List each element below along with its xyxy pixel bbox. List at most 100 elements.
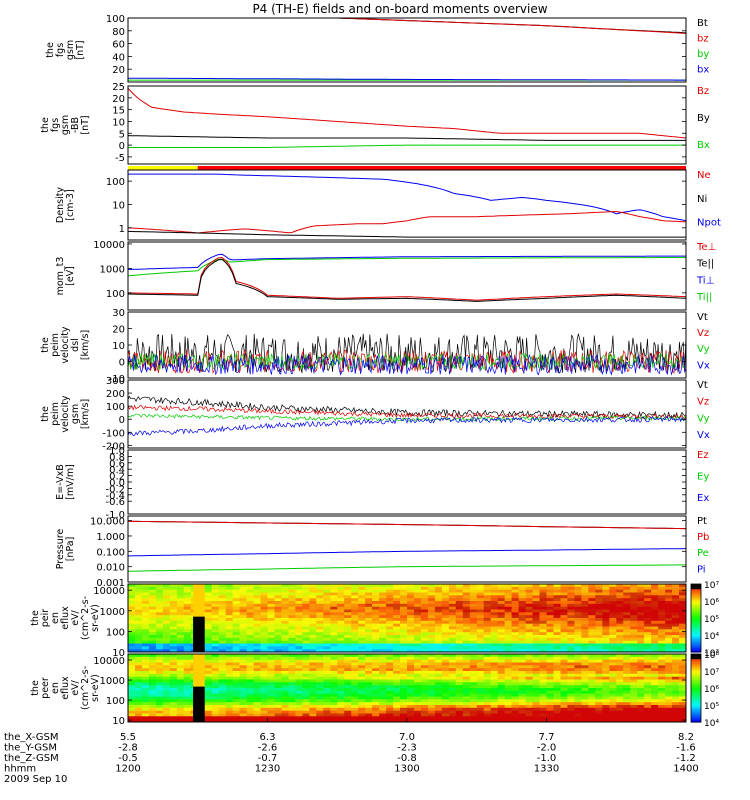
y-tick-label: 10.000 <box>90 517 125 528</box>
series-Vx <box>128 353 686 376</box>
y-tick-label: 80 <box>112 27 125 38</box>
x-axis-value: 6.3 <box>260 732 276 743</box>
series-Ne <box>128 210 686 234</box>
x-axis-value: -2.3 <box>397 743 417 754</box>
x-axis-value: 1300 <box>394 764 419 775</box>
x-axis-row-label: the_Z-GSM <box>4 753 59 764</box>
colorbar-peer-en-eflux: 10⁴ 10⁵ 10⁶ 10⁷ 10⁸ <box>690 651 719 729</box>
y-tick-label: 20 <box>112 94 125 105</box>
y-axis-label: en <box>50 682 61 694</box>
series-Pi <box>128 548 686 557</box>
y-axis-label: [mV/m] <box>65 464 76 500</box>
y-tick-label: 10 <box>112 341 125 352</box>
panel-frame <box>127 583 687 653</box>
y-axis-label: mom_t3 <box>55 257 66 296</box>
panel-efield: Ez Ey Ex -1.0 -0.6-0.4-0.20.00.20.40.60.81.0… <box>55 446 709 521</box>
y-tick-label: 0.2 <box>109 472 125 483</box>
y-tick-label: -1.0 <box>105 510 125 521</box>
legend-bz: bz <box>697 34 709 45</box>
y-tick-label: 10 <box>112 117 125 128</box>
y-axis-label: dsl <box>70 338 81 352</box>
y-tick-label: 0 <box>119 415 125 426</box>
y-axis-label: gsm <box>65 40 76 60</box>
y-tick-label: 1.0 <box>109 446 125 457</box>
y-axis-label: peer <box>40 677 51 699</box>
y-axis-label: E=-VxB <box>55 464 66 499</box>
series-Vy <box>128 352 686 371</box>
series-Ni <box>128 230 686 238</box>
series-Vx <box>128 415 686 437</box>
mode-bar-yellow <box>128 166 198 170</box>
y-axis-label: (cm^2-s- <box>80 666 91 710</box>
x-axis-value: 1400 <box>673 764 698 775</box>
panel-frame <box>127 169 687 241</box>
y-axis-label: [nT] <box>75 40 86 59</box>
colorbar-tick-label: 10⁵ <box>704 615 719 625</box>
y-axis-label: [km/s] <box>80 330 91 360</box>
y-axis-label: the <box>45 42 56 58</box>
legend-Ni: Ni <box>697 194 707 205</box>
legend-Npot: Npot <box>697 218 721 229</box>
plot-title: P4 (TH-E) fields and on-board moments ov… <box>252 2 547 16</box>
y-axis-label: velocity <box>60 395 71 433</box>
y-axis-label: en <box>50 612 61 624</box>
panel-pressure: Pt Pb Pe Pi 0.001 0.010 0.100 1.000 10.000 Pressu… <box>55 515 709 589</box>
date-label: 2009 Sep 10 <box>4 774 67 785</box>
panel-frame <box>127 379 687 449</box>
legend-Vz: Vz <box>697 328 709 339</box>
y-axis-label: the <box>30 610 41 626</box>
y-tick-label: 10 <box>112 716 125 727</box>
legend-Pe: Pe <box>697 548 709 559</box>
panel-density: Ne Ni Npot 1 10 100 Density [cm-3] <box>55 169 721 241</box>
panel-peim-velocity-dsl: Vt Vz Vy Vx -10 0 10 20 30 the peim velocity dsl [km/… <box>40 308 710 385</box>
y-axis-label: the <box>40 337 51 353</box>
series-Vy <box>128 413 686 422</box>
legend-Ti||: Ti|| <box>696 292 712 303</box>
y-axis-label: the <box>40 406 51 422</box>
y-axis-label: [nPa] <box>65 537 76 562</box>
y-axis-label: eV/ <box>70 609 81 625</box>
x-axis-value: -2.0 <box>537 743 557 754</box>
y-tick-label: 1000 <box>100 264 125 275</box>
x-axis-value: -1.2 <box>676 753 696 764</box>
y-tick-label: -200 <box>102 441 125 452</box>
legend-Pt: Pt <box>697 516 707 527</box>
legend-bx: bx <box>697 65 709 76</box>
series-Vz <box>128 404 686 420</box>
y-tick-label: 40 <box>112 52 125 63</box>
y-tick-label: 25 <box>112 82 125 93</box>
y-tick-label: -5 <box>115 153 125 164</box>
x-axis-value: 7.0 <box>399 732 415 743</box>
y-axis-label: eV/ <box>70 679 81 695</box>
y-tick-label: 0.001 <box>96 578 125 589</box>
series-group-peim-velocity-dsl <box>128 333 686 376</box>
y-tick-label: 300 <box>106 376 125 387</box>
series-Pe <box>128 564 686 572</box>
y-tick-label: 0.100 <box>96 547 125 558</box>
y-tick-label: 1000 <box>100 676 125 687</box>
y-tick-label: 0.4 <box>109 465 125 476</box>
x-axis-row-label: the_X-GSM <box>4 732 58 743</box>
y-tick-label: 1.000 <box>96 532 125 543</box>
series-bx <box>128 77 686 81</box>
legend-Ti⊥: Ti⊥ <box>696 275 714 286</box>
y-tick-label: 20 <box>112 325 125 336</box>
colorbar-tick-label: 10⁶ <box>704 598 719 608</box>
series-Vz <box>128 349 686 375</box>
y-axis-label: [nT] <box>80 115 91 134</box>
y-tick-label: -0.6 <box>105 497 125 508</box>
y-tick-label: 0 <box>119 141 125 152</box>
y-axis-label: sr-eV) <box>90 674 101 702</box>
panel-frame <box>127 85 687 165</box>
panel-temperature: Te⊥ Te|| Ti⊥ Ti|| 100 1000 10000 mom_t3 [eV] <box>55 240 716 311</box>
legend-Ez: Ez <box>697 450 709 461</box>
spectrogram-peer-en-eflux <box>128 654 686 722</box>
mode-bar-red <box>197 166 686 170</box>
y-tick-label: -10 <box>109 374 125 385</box>
y-axis-label: eflux <box>60 676 71 700</box>
colorbar-tick-label: 10⁸ <box>704 651 719 661</box>
spectrogram-peir-en-eflux <box>128 584 686 652</box>
x-axis-value: 8.2 <box>678 732 694 743</box>
y-tick-label: 100 <box>106 177 125 188</box>
